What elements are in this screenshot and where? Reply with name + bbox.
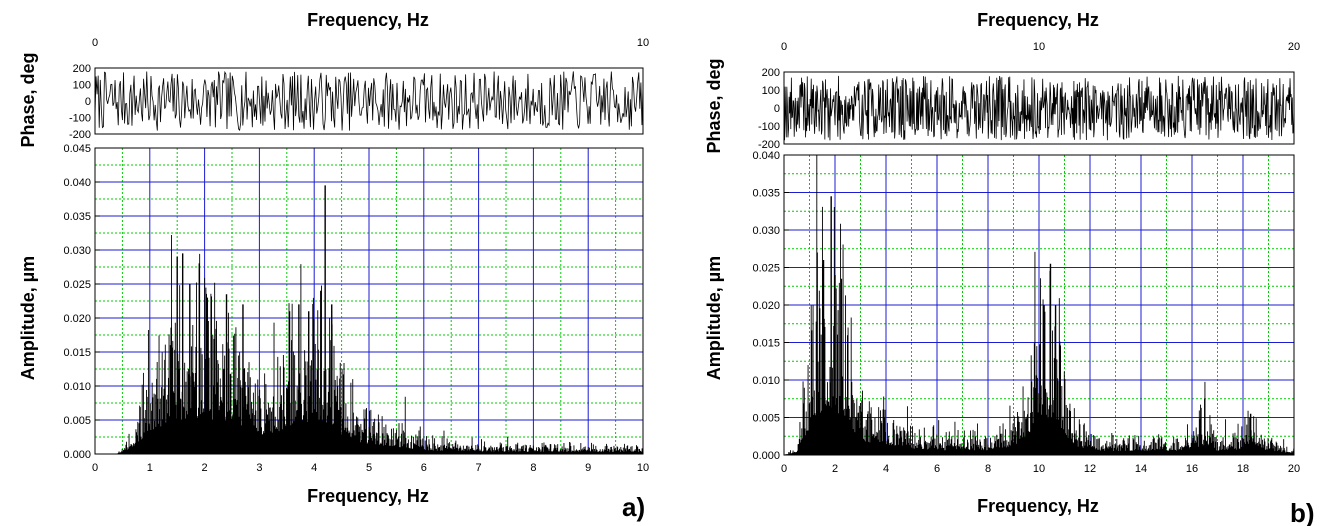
panel-b-xlabel: Frequency, Hz — [977, 496, 1099, 516]
x-tick-label: 9 — [585, 462, 591, 474]
panel-a-amplitude-xticks: 0 1 2 3 4 5 6 7 8 9 10 — [92, 449, 649, 474]
y-tick-label: 0.040 — [63, 177, 91, 189]
top-tick-label: 10 — [1033, 41, 1045, 53]
phase-y-tick-label: -100 — [758, 121, 780, 133]
panel-b-letter: b) — [1290, 498, 1315, 526]
y-tick-label: 0.045 — [63, 143, 91, 155]
panel-a-amplitude-series — [116, 185, 644, 454]
x-tick-label: 8 — [530, 462, 536, 474]
x-tick-label: 2 — [832, 463, 838, 475]
panel-b: Frequency, Hz 0 10 20 Phase, deg Amplitude… — [704, 10, 1315, 526]
x-tick-label: 6 — [421, 462, 427, 474]
panel-b-top-axis-ticks: 0 10 20 — [781, 41, 1300, 53]
panel-b-phase-yticks: 200 100 0 -100 -200 — [758, 67, 780, 151]
phase-y-tick-label: 200 — [73, 63, 91, 75]
panel-a-grid — [95, 148, 643, 454]
panel-a-xlabel: Frequency, Hz — [307, 486, 429, 506]
panel-b-phase-ylabel: Phase, deg — [704, 58, 724, 153]
x-tick-label: 6 — [934, 463, 940, 475]
y-tick-label: 0.005 — [752, 413, 780, 425]
phase-y-tick-label: -200 — [69, 129, 91, 141]
phase-y-tick-label: -200 — [758, 139, 780, 151]
phase-y-tick-label: 100 — [762, 85, 780, 97]
x-tick-label: 4 — [883, 463, 889, 475]
phase-y-tick-label: 0 — [774, 103, 780, 115]
y-tick-label: 0.025 — [752, 263, 780, 275]
y-tick-label: 0.010 — [752, 375, 780, 387]
x-tick-label: 20 — [1288, 463, 1300, 475]
x-tick-label: 7 — [476, 462, 482, 474]
x-tick-label: 8 — [985, 463, 991, 475]
panel-a-amplitude-ylabel: Amplitude, µm — [18, 256, 38, 380]
phase-y-tick-label: 100 — [73, 80, 91, 92]
y-tick-label: 0.000 — [752, 450, 780, 462]
panel-b-amplitude-xticks: 0 2 4 6 8 10 12 14 16 18 20 — [781, 450, 1300, 475]
phase-y-tick-label: 200 — [762, 67, 780, 79]
panel-a-phase-series — [94, 70, 644, 131]
panel-a-amplitude-yticks: 0.000 0.005 0.010 0.015 0.020 0.025 0.030 0.035… — [63, 143, 100, 461]
x-tick-label: 2 — [202, 462, 208, 474]
x-tick-label: 18 — [1237, 463, 1249, 475]
amplitude-spectrum-bars — [116, 234, 644, 454]
panel-b-amplitude-series — [783, 155, 1295, 455]
panel-a-top-axis-ticks: 0 10 — [92, 37, 649, 49]
top-tick-label: 0 — [781, 41, 787, 53]
panel-b-phase-series — [783, 75, 1295, 141]
panel-a-phase-yticks: 200 100 0 -100 -200 — [69, 63, 91, 141]
y-tick-label: 0.020 — [752, 300, 780, 312]
phase-trace — [783, 75, 1295, 141]
x-tick-label: 0 — [781, 463, 787, 475]
x-tick-label: 14 — [1135, 463, 1147, 475]
top-tick-label: 10 — [637, 37, 649, 49]
y-tick-label: 0.005 — [63, 415, 91, 427]
panel-a-letter: a) — [622, 492, 645, 522]
panel-b-amplitude-yticks: 0.000 0.005 0.010 0.015 0.020 0.025 0.030 0.035… — [752, 150, 789, 462]
panel-a: Frequency, Hz 0 10 Phase, deg Amplitude, … — [18, 10, 649, 522]
y-tick-label: 0.030 — [63, 245, 91, 257]
y-tick-label: 0.025 — [63, 279, 91, 291]
phase-trace — [94, 70, 644, 131]
top-tick-label: 20 — [1288, 41, 1300, 53]
x-tick-label: 10 — [637, 462, 649, 474]
x-tick-label: 5 — [366, 462, 372, 474]
panel-a-phase-ylabel: Phase, deg — [18, 52, 38, 147]
y-tick-label: 0.000 — [63, 449, 91, 461]
x-tick-label: 4 — [311, 462, 317, 474]
panel-b-amplitude-ylabel: Amplitude, µm — [704, 256, 724, 380]
y-tick-label: 0.035 — [63, 211, 91, 223]
y-tick-label: 0.020 — [63, 313, 91, 325]
x-tick-label: 1 — [147, 462, 153, 474]
phase-y-tick-label: 0 — [85, 96, 91, 108]
phase-y-tick-label: -100 — [69, 113, 91, 125]
y-tick-label: 0.010 — [63, 381, 91, 393]
x-tick-label: 12 — [1084, 463, 1096, 475]
panel-b-top-axis-title: Frequency, Hz — [977, 10, 1099, 30]
y-tick-label: 0.040 — [752, 150, 780, 162]
top-tick-label: 0 — [92, 37, 98, 49]
panel-a-top-axis-title: Frequency, Hz — [307, 10, 429, 30]
y-tick-label: 0.030 — [752, 225, 780, 237]
x-tick-label: 3 — [256, 462, 262, 474]
x-tick-label: 16 — [1186, 463, 1198, 475]
y-tick-label: 0.035 — [752, 188, 780, 200]
y-tick-label: 0.015 — [63, 347, 91, 359]
y-tick-label: 0.015 — [752, 338, 780, 350]
x-tick-label: 0 — [92, 462, 98, 474]
x-tick-label: 10 — [1033, 463, 1045, 475]
